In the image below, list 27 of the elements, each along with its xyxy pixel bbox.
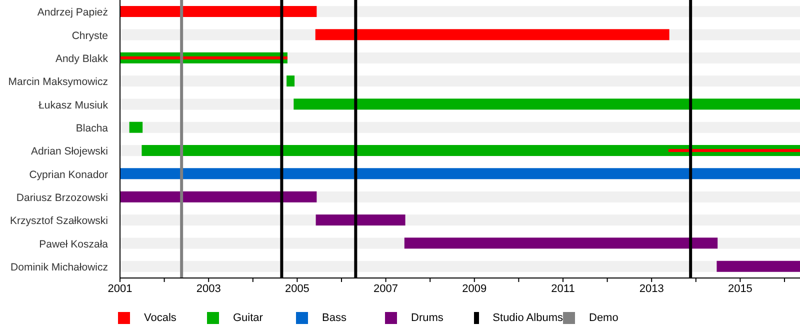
y-tick-label: Cyprian Konador [29,168,109,181]
y-tick-label: Chryste [72,30,108,42]
bar [668,149,800,152]
x-tick-label: 2003 [196,282,221,295]
x-tick-label: 2005 [284,282,310,295]
x-tick-label: 2013 [639,282,664,295]
y-tick-label: Andrzej Papież [37,6,108,19]
y-tick-label: Paweł Koszała [39,238,108,250]
legend-label: Guitar [233,312,263,324]
y-tick-label: Dariusz Brzozowski [16,192,108,204]
x-tick-label: 2011 [551,282,575,295]
y-tick-label: Adrian Słojewski [30,146,108,158]
x-tick-label: 2007 [374,282,398,295]
y-tick-label: Dominik Michałowicz [10,261,108,274]
legend-label: Demo [589,312,618,324]
y-tick-label: Blacha [76,122,108,134]
legend-label: Studio Albums [492,312,563,324]
x-tick-label: 2015 [728,282,752,295]
y-tick-label: Krzysztof Szałkowski [10,215,108,228]
legend-label: Bass [322,312,346,324]
legend-label: Vocals [144,312,176,324]
y-tick-label: Andy Blakk [55,52,109,65]
y-tick-label: Marcin Maksymowicz [8,76,108,88]
legend-label: Drums [411,312,444,324]
x-tick-label: 2001 [108,282,132,295]
y-tick-label: Łukasz Musiuk [38,99,109,112]
x-tick-label: 2009 [462,282,487,295]
